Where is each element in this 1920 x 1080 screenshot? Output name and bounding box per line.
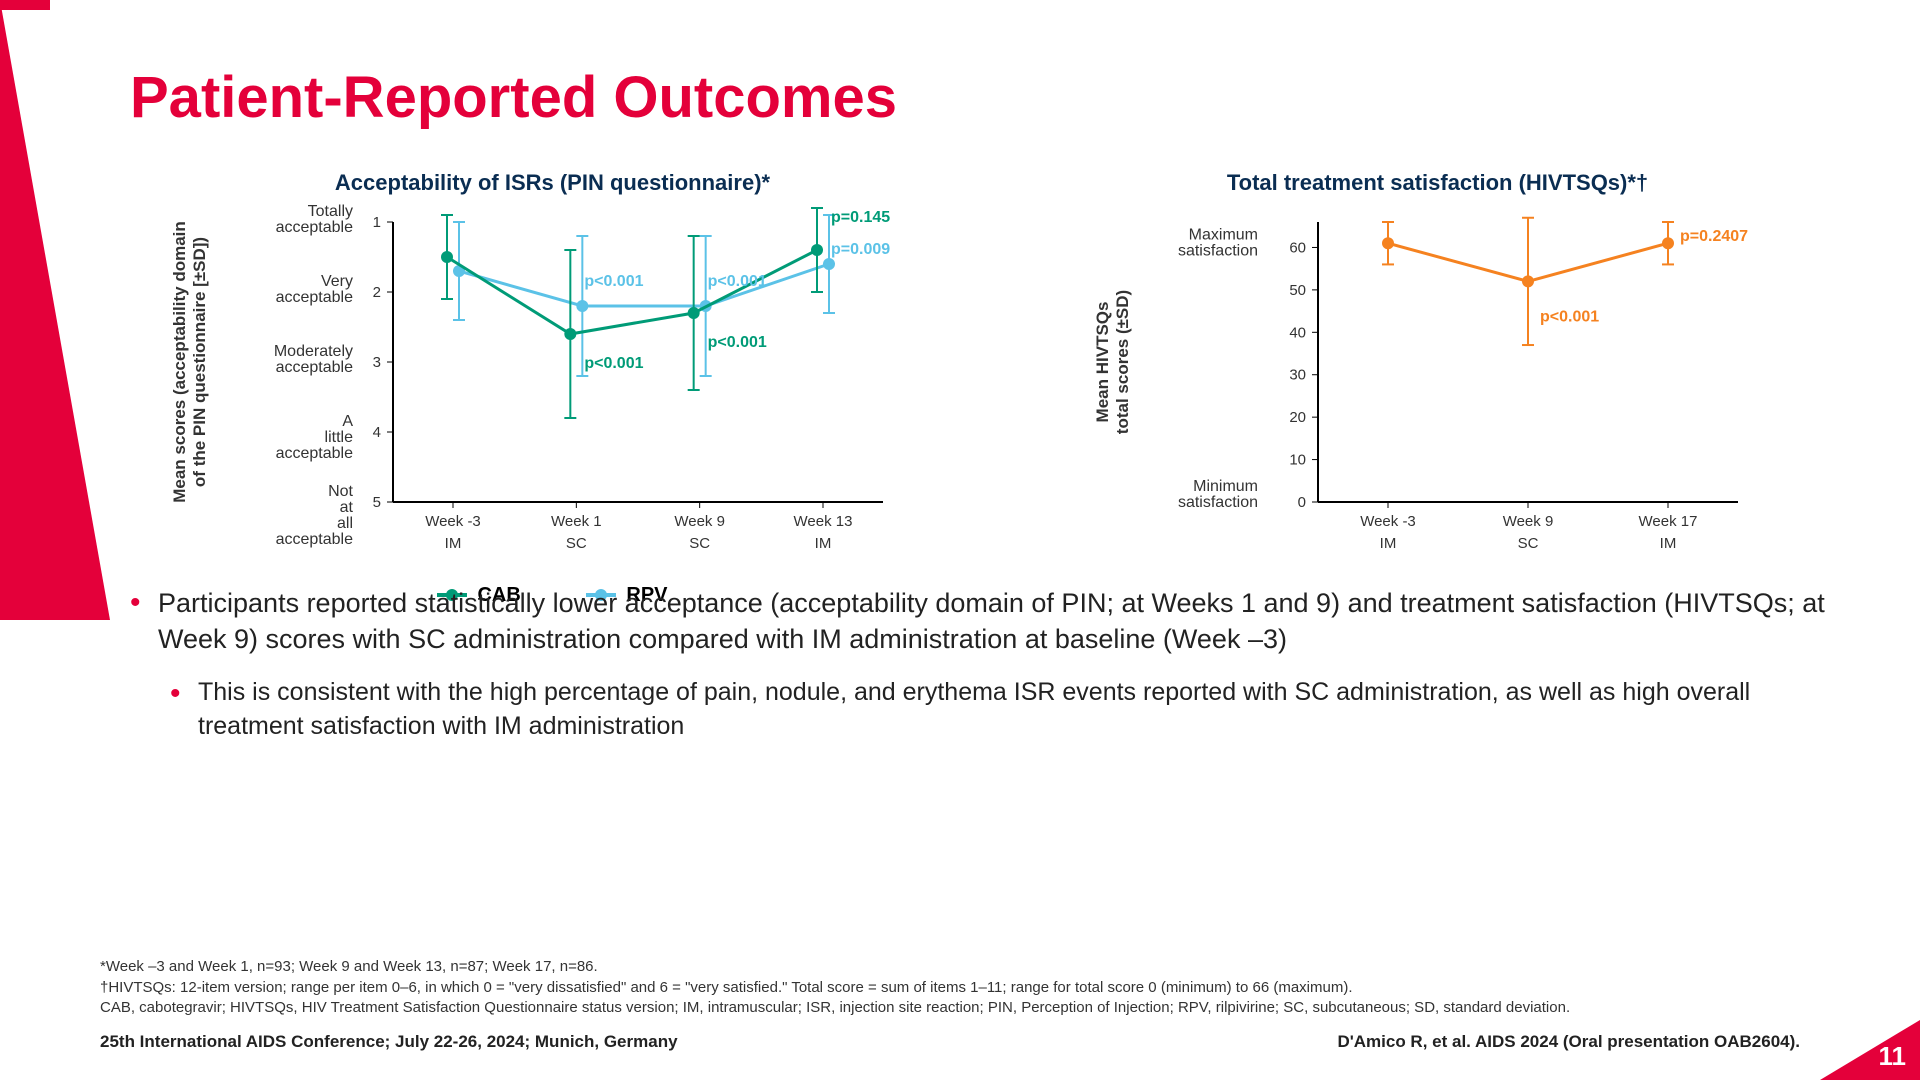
chart2-block: Total treatment satisfaction (HIVTSQs)*†… xyxy=(1015,170,1860,607)
charts-row: Acceptability of ISRs (PIN questionnaire… xyxy=(130,170,1860,607)
svg-text:1: 1 xyxy=(372,214,380,231)
footnotes: *Week –3 and Week 1, n=93; Week 9 and We… xyxy=(100,957,1860,1018)
svg-text:Week 1: Week 1 xyxy=(551,513,602,530)
svg-text:50: 50 xyxy=(1289,282,1306,299)
svg-text:little: little xyxy=(324,429,353,446)
footer: 25th International AIDS Conference; July… xyxy=(100,1032,1800,1052)
svg-text:p<0.001: p<0.001 xyxy=(707,273,766,290)
svg-text:acceptable: acceptable xyxy=(275,219,352,236)
svg-text:IM: IM xyxy=(814,535,831,552)
svg-text:2: 2 xyxy=(372,284,380,301)
svg-text:SC: SC xyxy=(565,535,586,552)
svg-text:Week 9: Week 9 xyxy=(674,513,725,530)
footnote-2: †HIVTSQs: 12-item version; range per ite… xyxy=(100,978,1860,998)
svg-text:Not: Not xyxy=(328,483,353,500)
svg-text:10: 10 xyxy=(1289,452,1306,469)
svg-text:Week 9: Week 9 xyxy=(1502,513,1553,530)
svg-text:Very: Very xyxy=(320,273,352,290)
svg-text:Week -3: Week -3 xyxy=(1360,513,1416,530)
chart1-block: Acceptability of ISRs (PIN questionnaire… xyxy=(130,170,975,607)
bullet-1: Participants reported statistically lowe… xyxy=(130,585,1850,658)
svg-text:Moderately: Moderately xyxy=(273,343,352,360)
svg-text:acceptable: acceptable xyxy=(275,445,352,462)
bullets: Participants reported statistically lowe… xyxy=(130,585,1850,761)
svg-text:Mean HIVTSQs: Mean HIVTSQs xyxy=(1093,302,1112,423)
accent-shape xyxy=(0,0,110,620)
footnote-1: *Week –3 and Week 1, n=93; Week 9 and We… xyxy=(100,957,1860,977)
page-title: Patient-Reported Outcomes xyxy=(130,64,897,131)
svg-text:satisfaction: satisfaction xyxy=(1177,494,1257,511)
svg-text:of the PIN questionnaire [±SD]: of the PIN questionnaire [±SD]) xyxy=(190,237,209,487)
svg-text:0: 0 xyxy=(1297,494,1305,511)
svg-text:acceptable: acceptable xyxy=(275,289,352,306)
chart2-svg: 0102030405060MaximumsatisfactionMinimums… xyxy=(1068,202,1808,572)
svg-text:IM: IM xyxy=(444,535,461,552)
svg-text:4: 4 xyxy=(372,424,380,441)
svg-text:p=0.009: p=0.009 xyxy=(831,241,890,258)
svg-text:p<0.001: p<0.001 xyxy=(584,355,643,372)
accent-top xyxy=(0,0,50,10)
chart1-title: Acceptability of ISRs (PIN questionnaire… xyxy=(130,170,975,196)
footer-left: 25th International AIDS Conference; July… xyxy=(100,1032,678,1052)
svg-text:40: 40 xyxy=(1289,324,1306,341)
svg-text:A: A xyxy=(342,413,353,430)
svg-text:p<0.001: p<0.001 xyxy=(584,273,643,290)
svg-text:Maximum: Maximum xyxy=(1188,227,1257,244)
svg-text:20: 20 xyxy=(1289,409,1306,426)
svg-text:SC: SC xyxy=(689,535,710,552)
footer-right: D'Amico R, et al. AIDS 2024 (Oral presen… xyxy=(1337,1032,1800,1052)
svg-text:3: 3 xyxy=(372,354,380,371)
svg-text:all: all xyxy=(336,515,352,532)
svg-text:acceptable: acceptable xyxy=(275,531,352,548)
svg-text:Week 17: Week 17 xyxy=(1638,513,1697,530)
chart2-title: Total treatment satisfaction (HIVTSQs)*† xyxy=(1015,170,1860,196)
svg-text:acceptable: acceptable xyxy=(275,359,352,376)
svg-text:Totally: Totally xyxy=(307,203,352,220)
svg-text:Week 13: Week 13 xyxy=(793,513,852,530)
slide: 11 Patient-Reported Outcomes Acceptabili… xyxy=(0,0,1920,1080)
svg-text:p=0.145: p=0.145 xyxy=(831,209,890,226)
svg-text:Mean scores (acceptability dom: Mean scores (acceptability domain xyxy=(170,221,189,503)
svg-text:p<0.001: p<0.001 xyxy=(1540,308,1599,325)
svg-text:total scores (±SD): total scores (±SD) xyxy=(1113,290,1132,434)
svg-text:Minimum: Minimum xyxy=(1193,478,1258,495)
svg-text:SC: SC xyxy=(1517,535,1538,552)
svg-text:p=0.2407: p=0.2407 xyxy=(1680,228,1748,245)
svg-text:p<0.001: p<0.001 xyxy=(707,334,766,351)
svg-text:IM: IM xyxy=(1379,535,1396,552)
bullet-2: This is consistent with the high percent… xyxy=(170,676,1850,744)
chart1-svg: 1Totallyacceptable2Veryacceptable3Modera… xyxy=(163,202,943,572)
svg-text:Week -3: Week -3 xyxy=(425,513,481,530)
svg-text:satisfaction: satisfaction xyxy=(1177,243,1257,260)
footnote-3: CAB, cabotegravir; HIVTSQs, HIV Treatmen… xyxy=(100,998,1860,1018)
svg-text:5: 5 xyxy=(372,494,380,511)
svg-text:30: 30 xyxy=(1289,367,1306,384)
svg-text:at: at xyxy=(339,499,353,516)
page-number: 11 xyxy=(1879,1041,1907,1072)
svg-text:60: 60 xyxy=(1289,239,1306,256)
svg-text:IM: IM xyxy=(1659,535,1676,552)
